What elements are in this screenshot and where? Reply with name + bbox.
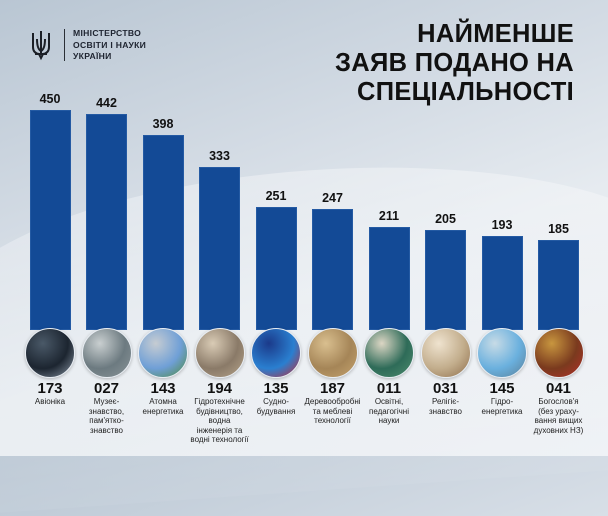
specialty-name-line: педагогічні [369,406,409,416]
specialty-name: Атомна енергетика [127,397,199,416]
statue-image-icon [81,328,132,378]
ministry-line-2: ОСВІТИ І НАУКИ [73,39,147,50]
ministry-line-1: МІНІСТЕРСТВО [73,28,142,38]
specialty-name-line: духовних НЗ) [533,425,584,435]
bar-135 [255,207,297,330]
specialty-code: 031 [432,380,459,397]
specialty-name-line: технології [314,416,351,426]
specialty-name-line: Гідротехнічне [194,397,245,406]
specialty-name: Авіоніка [14,397,86,407]
specialty-name: Судно-будування [240,397,312,416]
specialty-name-line: Деревообробні [304,397,361,406]
bar-173 [29,110,71,330]
praying-hands-image-icon [420,328,471,378]
bar-143 [142,135,184,330]
specialty-name: Релігіє-знавство [410,397,482,416]
bar-value-label: 398 [152,117,174,132]
bar-value-label: 193 [491,217,513,232]
specialty-name-line: водні технології [190,435,249,445]
specialty-name-line: науки [378,416,400,426]
specialty-name-line: Судно- [263,397,289,406]
specialty-name-line: енергетика [142,406,184,416]
icon-painting-image-icon [533,328,584,378]
title-line-1: НАЙМЕНШЕ [417,20,574,48]
specialty-code: 145 [489,380,515,397]
specialty-name-line: знавство [429,406,462,416]
cockpit-image-icon [25,328,75,378]
bar-value-label: 247 [322,191,343,206]
specialty-name-line: Авіоніка [34,397,66,406]
ministry-line-3: УКРАЇНИ [73,51,112,61]
specialty-code: 173 [37,380,63,397]
dam-image-icon [194,328,245,378]
specialty-name-line: водна [208,416,231,426]
bar-145 [481,235,523,330]
specialty-code: 135 [263,380,289,397]
specialty-name-line: вання вищих [534,416,583,426]
specialty-name-line: Музеє- [93,397,120,406]
specialty-name: Музеє-знавство, пам'ятко-знавство [71,397,143,435]
bar-value-label: 333 [209,149,230,164]
specialty-name-line: та меблеві [312,406,353,416]
ministry-logo: МІНІСТЕРСТВО ОСВІТИ І НАУКИ УКРАЇНИ [30,28,146,63]
bar-value-label: 211 [378,208,400,223]
nuclear-plant-image-icon [138,328,188,378]
bridge-image-icon [477,328,527,378]
title-line-3: СПЕЦІАЛЬНОСТІ [356,78,574,106]
bar-041 [538,239,579,330]
specialty-code: 194 [206,380,233,397]
specialty-name: Гідро-енергетика [466,397,538,416]
bar-027 [86,113,127,330]
ministry-name: МІНІСТЕРСТВО ОСВІТИ І НАУКИ УКРАЇНИ [73,28,146,63]
specialty-name: Освітні, педагогічні науки [353,397,425,426]
specialty-name: Гідротехнічне будівництво, водна інженерія … [184,397,256,445]
title-line-2: ЗАЯВ ПОДАНО НА [335,49,574,77]
specialty-code: 011 [376,380,402,397]
page-title: НАЙМЕНШЕ ЗАЯВ ПОДАНО НА СПЕЦІАЛЬНОСТІ [335,20,574,107]
ship-image-icon [251,328,301,378]
bar-value-label: 185 [548,221,569,236]
logo-divider [64,29,65,62]
specialty-name-line: Освітні, [374,397,404,406]
specialty-name-line: Релігіє- [431,397,460,406]
specialty-code: 041 [545,380,572,397]
specialty-code: 187 [319,380,346,397]
bar-value-label: 205 [435,211,456,226]
specialty-name-line: знавство [90,425,123,435]
specialty-name-line: енергетика [481,406,523,416]
specialty-name-line: інженерія та [196,425,243,435]
bar-011 [368,226,410,330]
specialty-name: Богослов'я (без ураху-вання вищих духовних… [523,397,595,435]
specialty-code: 027 [93,380,120,397]
specialty-name-line: знавство, [88,406,125,416]
bar-187 [312,209,353,330]
specialty-name-line: (без ураху- [538,406,579,416]
specialty-name-line: Гідро- [490,397,514,406]
specialty-name-line: пам'ятко- [89,416,124,426]
specialty-name-line: будівництво, [196,406,243,416]
specialty-name-line: Богослов'я [538,397,579,406]
bar-031 [425,229,466,330]
bar-value-label: 442 [96,95,117,110]
specialty-name-line: Атомна [149,397,177,406]
specialty-name: Деревообробні та меблеві технології [297,397,369,426]
bar-value-label: 251 [265,189,287,204]
bar-value-label: 450 [39,92,61,106]
bar-194 [199,167,240,330]
lumber-image-icon [307,328,358,378]
specialty-name-line: будування [256,406,296,416]
classroom-image-icon [364,328,414,378]
specialty-code: 143 [150,380,176,397]
trident-icon [32,31,50,61]
